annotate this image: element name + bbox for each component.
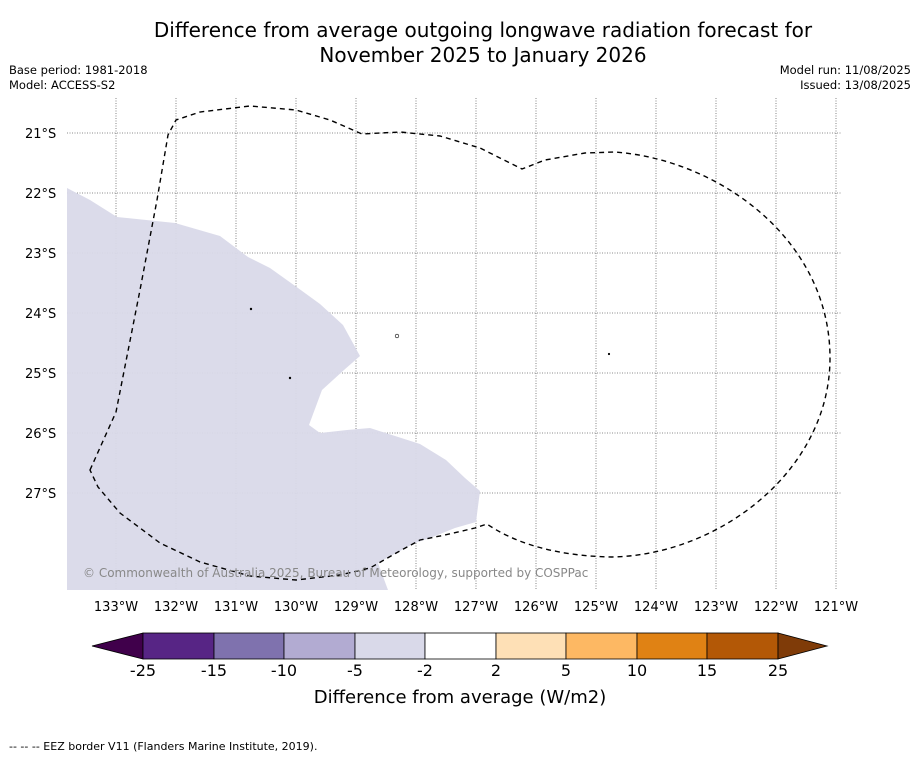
colorbar-bin [495, 632, 567, 660]
lon-label: 129°W [334, 600, 378, 615]
colorbar-bin [283, 632, 356, 660]
issued-date: Issued: 13/08/2025 [800, 78, 911, 92]
latitude-labels: 21°S 22°S 23°S 24°S 25°S 26°S 27°S [25, 127, 56, 502]
model-run: Model run: 11/08/2025 [779, 63, 911, 77]
model-name: Model: ACCESS-S2 [9, 78, 116, 92]
colorbar-bin [213, 632, 285, 660]
lat-label: 22°S [25, 187, 56, 202]
longitude-labels: 133°W 132°W 131°W 130°W 129°W 128°W 127°… [94, 600, 858, 615]
lon-label: 133°W [94, 600, 138, 615]
lon-label: 127°W [454, 600, 498, 615]
lon-label: 121°W [814, 600, 858, 615]
colorbar-bin [424, 632, 497, 660]
colorbar-tick: 2 [491, 661, 501, 680]
colorbar-bin [142, 632, 215, 660]
lat-label: 21°S [25, 127, 56, 142]
map-title: Difference from average outgoing longwav… [0, 18, 919, 68]
colorbar-tick: -25 [130, 661, 156, 680]
colorbar-tick: 25 [768, 661, 788, 680]
lat-label: 23°S [25, 247, 56, 262]
colorbar-bin [565, 632, 638, 660]
colorbar-bin [354, 632, 426, 660]
colorbar-tick: 10 [627, 661, 647, 680]
colorbar-title: Difference from average (W/m2) [314, 687, 606, 708]
lon-label: 128°W [394, 600, 438, 615]
colorbar-bin [636, 632, 708, 660]
lon-label: 122°W [754, 600, 798, 615]
meta-right: Model run: 11/08/2025 Issued: 13/08/2025 [780, 63, 911, 93]
colorbar-tick: -10 [271, 661, 297, 680]
colorbar-tick: 15 [697, 661, 717, 680]
lon-label: 124°W [634, 600, 678, 615]
colorbar-tick: -2 [417, 661, 433, 680]
lat-label: 24°S [25, 307, 56, 322]
lon-label: 130°W [274, 600, 318, 615]
lat-label: 25°S [25, 367, 56, 382]
colorbar-extend-high [777, 632, 829, 660]
lon-label: 123°W [694, 600, 738, 615]
colorbar-tick: -5 [347, 661, 363, 680]
colorbar-tick: 5 [561, 661, 571, 680]
colorbar-bin [706, 632, 779, 660]
lat-label: 26°S [25, 427, 56, 442]
eez-border [89, 105, 831, 581]
meta-left: Base period: 1981-2018 Model: ACCESS-S2 [9, 63, 148, 93]
lon-label: 126°W [514, 600, 558, 615]
copyright-text: © Commonwealth of Australia 2025, Bureau… [83, 566, 588, 580]
colorbar-tick-labels: -25 -15 -10 -5 -2 2 5 10 15 25 [130, 661, 788, 680]
title-line-2: November 2025 to January 2026 [319, 43, 647, 67]
anomaly-shaded-region [67, 188, 480, 590]
base-period: Base period: 1981-2018 [9, 63, 148, 77]
title-line-1: Difference from average outgoing longwav… [153, 18, 813, 42]
lat-label: 27°S [25, 487, 56, 502]
colorbar [91, 632, 829, 660]
eez-footnote: -- -- -- EEZ border V11 (Flanders Marine… [9, 740, 318, 753]
colorbar-tick: -15 [201, 661, 227, 680]
colorbar-extend-low [91, 632, 144, 660]
island-markers [249, 307, 611, 380]
lon-label: 131°W [214, 600, 258, 615]
lon-label: 125°W [574, 600, 618, 615]
lon-label: 132°W [154, 600, 198, 615]
